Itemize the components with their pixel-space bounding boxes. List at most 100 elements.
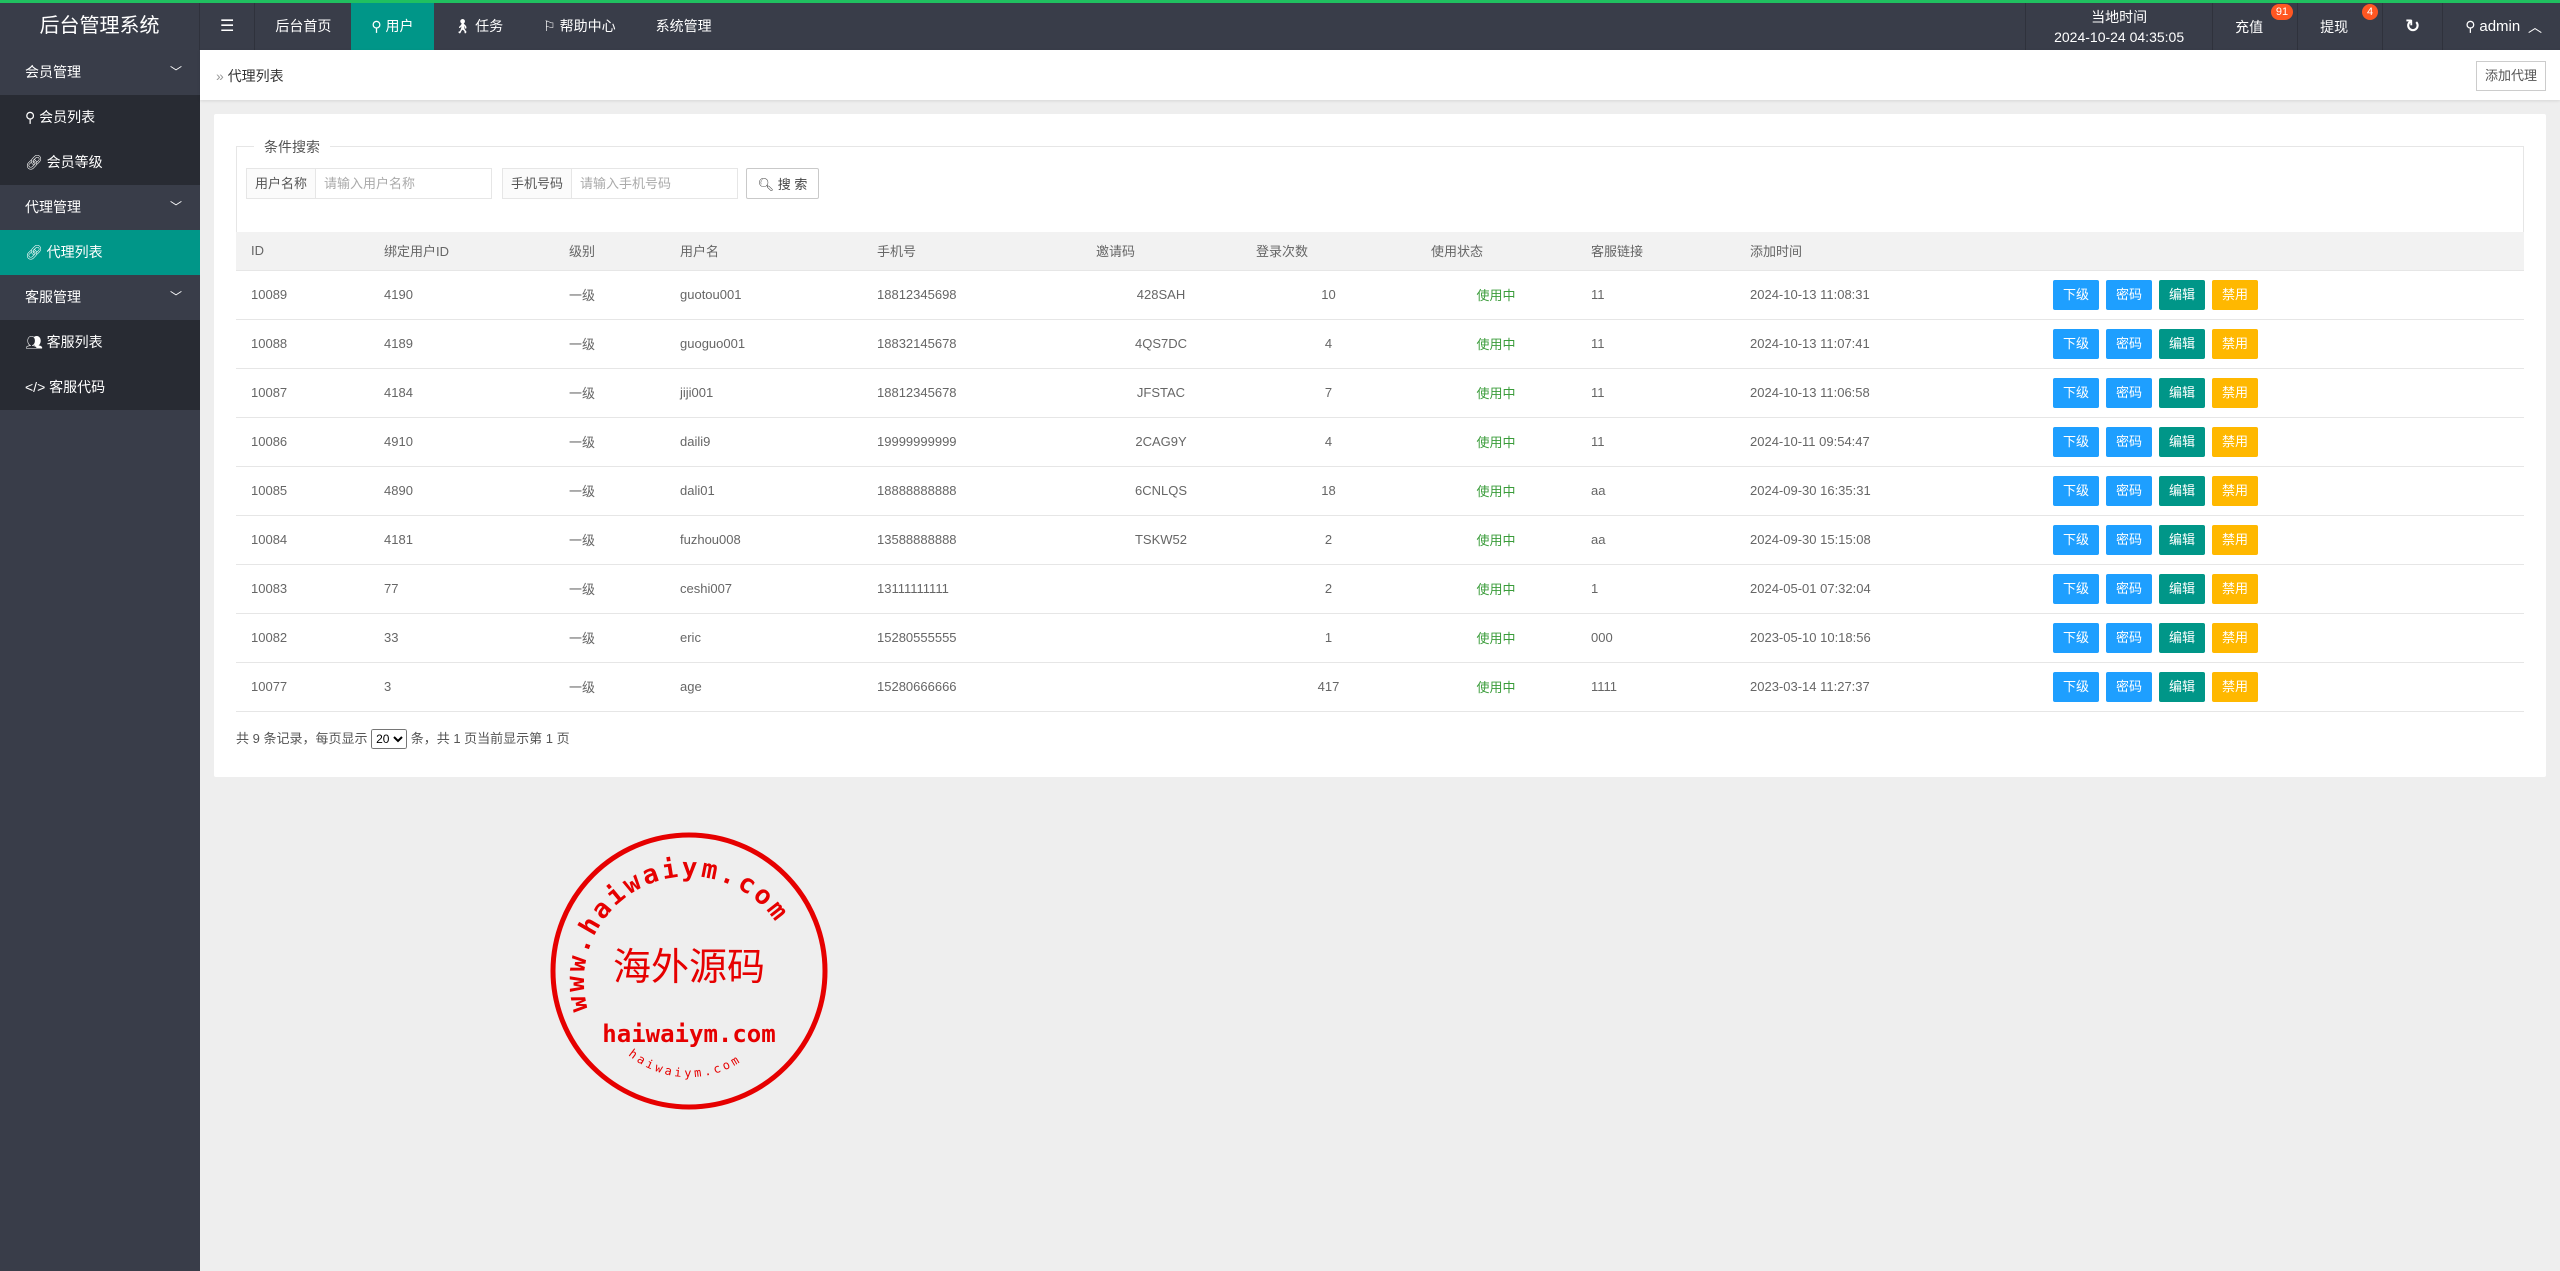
sidebar-group-members[interactable]: 会员管理 ﹀ bbox=[0, 50, 200, 95]
page-size-select[interactable]: 20 bbox=[371, 729, 408, 749]
edit-button[interactable]: 编辑 bbox=[2159, 524, 2206, 555]
nav-users[interactable]: ⚲ 用户 bbox=[351, 3, 434, 50]
nav-home[interactable]: 后台首页 bbox=[275, 18, 332, 34]
sub-level-button[interactable]: 下级 bbox=[2053, 279, 2100, 310]
sub-level-button[interactable]: 下级 bbox=[2053, 475, 2100, 506]
table-cell: 18 bbox=[1241, 465, 1416, 515]
table-cell: 一级 bbox=[554, 563, 665, 613]
sub-level-button[interactable]: 下级 bbox=[2053, 622, 2100, 653]
sidebar-item-service-list[interactable]: 👥︎ 客服列表 bbox=[0, 320, 200, 365]
top-header: 后台管理系统 ☰ 后台首页 ⚲ 用户 🚶︎ 任务 ⚐ 帮助中心 系统管理 当地时… bbox=[0, 3, 2560, 50]
sidebar-item-service-code[interactable]: </> 客服代码 bbox=[0, 365, 200, 410]
actions-cell: 下级 密码 编辑 禁用 bbox=[2038, 367, 2524, 417]
sidebar-item-member-level[interactable]: 🔗︎ 会员等级 bbox=[0, 140, 200, 185]
recharge-badge: 91 bbox=[2270, 4, 2294, 20]
disable-button[interactable]: 禁用 bbox=[2212, 426, 2259, 457]
add-agent-button[interactable]: 添加代理 bbox=[2475, 61, 2546, 91]
password-button[interactable]: 密码 bbox=[2106, 524, 2153, 555]
password-button[interactable]: 密码 bbox=[2106, 475, 2153, 506]
edit-button[interactable]: 编辑 bbox=[2159, 475, 2206, 506]
edit-button[interactable]: 编辑 bbox=[2159, 671, 2206, 702]
password-button[interactable]: 密码 bbox=[2106, 426, 2153, 457]
recharge-link[interactable]: 充值 91 bbox=[2212, 3, 2297, 50]
sub-level-button[interactable]: 下级 bbox=[2053, 573, 2100, 604]
table-cell: guotou001 bbox=[665, 269, 862, 319]
edit-button[interactable]: 编辑 bbox=[2159, 377, 2206, 408]
sub-level-button[interactable]: 下级 bbox=[2053, 524, 2100, 555]
disable-button[interactable]: 禁用 bbox=[2212, 328, 2259, 359]
username-input[interactable] bbox=[316, 169, 491, 198]
table-cell: 2024-09-30 15:15:08 bbox=[1735, 514, 2038, 564]
disable-button[interactable]: 禁用 bbox=[2212, 377, 2259, 408]
edit-button[interactable]: 编辑 bbox=[2159, 573, 2206, 604]
column-header: 使用状态 bbox=[1416, 232, 1576, 270]
disable-button[interactable]: 禁用 bbox=[2212, 524, 2259, 555]
password-button[interactable]: 密码 bbox=[2106, 622, 2153, 653]
sub-level-button[interactable]: 下级 bbox=[2053, 671, 2100, 702]
nav-help[interactable]: ⚐ 帮助中心 bbox=[543, 18, 616, 34]
edit-button[interactable]: 编辑 bbox=[2159, 622, 2206, 653]
table-cell: fuzhou008 bbox=[665, 514, 862, 564]
sidebar-group-service[interactable]: 客服管理 ﹀ bbox=[0, 275, 200, 320]
user-menu[interactable]: ⚲ admin ︿ bbox=[2442, 3, 2560, 50]
password-button[interactable]: 密码 bbox=[2106, 279, 2153, 310]
refresh-icon[interactable]: ↻ bbox=[2382, 3, 2442, 50]
edit-button[interactable]: 编辑 bbox=[2159, 426, 2206, 457]
nav-system[interactable]: 系统管理 bbox=[655, 18, 712, 34]
search-button[interactable]: 🔍︎ 搜 索 bbox=[746, 168, 819, 199]
svg-text:haiwaiym.com: haiwaiym.com bbox=[602, 1020, 775, 1048]
disable-button[interactable]: 禁用 bbox=[2212, 622, 2259, 653]
table-cell: 4QS7DC bbox=[1081, 318, 1241, 368]
sub-level-button[interactable]: 下级 bbox=[2053, 328, 2100, 359]
pagination: 共 9 条记录，每页显示 20 条，共 1 页当前显示第 1 页 bbox=[236, 728, 570, 749]
table-cell: 77 bbox=[369, 563, 554, 613]
withdraw-link[interactable]: 提现 4 bbox=[2297, 3, 2382, 50]
table-cell: eric bbox=[665, 612, 862, 662]
sidebar-group-agents[interactable]: 代理管理 ﹀ bbox=[0, 185, 200, 230]
table-cell: 11 bbox=[1576, 269, 1735, 319]
table-cell: dali01 bbox=[665, 465, 862, 515]
table-cell: 一级 bbox=[554, 661, 665, 711]
table-cell: 10087 bbox=[236, 367, 369, 417]
svg-text:www.haiwaiym.com: www.haiwaiym.com bbox=[561, 853, 796, 1014]
search-legend: 条件搜索 bbox=[254, 137, 330, 157]
password-button[interactable]: 密码 bbox=[2106, 573, 2153, 604]
disable-button[interactable]: 禁用 bbox=[2212, 475, 2259, 506]
user-icon: ⚲ bbox=[371, 18, 386, 34]
table-cell: 2024-10-13 11:07:41 bbox=[1735, 318, 2038, 368]
chevron-down-icon: ﹀ bbox=[169, 200, 182, 214]
table-row: 10077 3 一级 age 15280666666 417 使用中 1111 2023-03-… bbox=[236, 661, 2524, 711]
table-cell bbox=[1081, 563, 1241, 613]
table-cell: 11 bbox=[1576, 318, 1735, 368]
password-button[interactable]: 密码 bbox=[2106, 377, 2153, 408]
disable-button[interactable]: 禁用 bbox=[2212, 279, 2259, 310]
table-cell: 4189 bbox=[369, 318, 554, 368]
disable-button[interactable]: 禁用 bbox=[2212, 671, 2259, 702]
top-accent-line bbox=[0, 0, 2560, 3]
table-cell: 一级 bbox=[554, 269, 665, 319]
nav-tasks[interactable]: 🚶︎ 任务 bbox=[453, 18, 504, 34]
table-cell: 18812345678 bbox=[862, 367, 1081, 417]
sidebar-item-agent-list[interactable]: 🔗︎ 代理列表 bbox=[0, 230, 200, 275]
actions-header bbox=[2038, 232, 2524, 270]
link-icon: 🔗︎ bbox=[25, 154, 47, 170]
actions-cell: 下级 密码 编辑 禁用 bbox=[2038, 563, 2524, 613]
sidebar-item-member-list[interactable]: ⚲ 会员列表 bbox=[0, 95, 200, 140]
sub-level-button[interactable]: 下级 bbox=[2053, 377, 2100, 408]
table-cell: 15280666666 bbox=[862, 661, 1081, 711]
chevron-up-icon: ︿ bbox=[2520, 18, 2542, 35]
password-button[interactable]: 密码 bbox=[2106, 328, 2153, 359]
edit-button[interactable]: 编辑 bbox=[2159, 328, 2206, 359]
edit-button[interactable]: 编辑 bbox=[2159, 279, 2206, 310]
table-row: 10087 4184 一级 jiji001 18812345678 JFSTAC 7 使用中 1… bbox=[236, 367, 2524, 417]
table-cell: 18812345698 bbox=[862, 269, 1081, 319]
password-button[interactable]: 密码 bbox=[2106, 671, 2153, 702]
sub-level-button[interactable]: 下级 bbox=[2053, 426, 2100, 457]
actions-cell: 下级 密码 编辑 禁用 bbox=[2038, 661, 2524, 711]
table-row: 10084 4181 一级 fuzhou008 13588888888 TSKW52 2 使用… bbox=[236, 514, 2524, 564]
hamburger-icon[interactable]: ☰ bbox=[200, 3, 256, 50]
phone-input[interactable] bbox=[572, 169, 737, 198]
column-header: 用户名 bbox=[665, 232, 862, 270]
table-row: 10086 4910 一级 daili9 19999999999 2CAG9Y 4 使用中 11… bbox=[236, 416, 2524, 466]
disable-button[interactable]: 禁用 bbox=[2212, 573, 2259, 604]
